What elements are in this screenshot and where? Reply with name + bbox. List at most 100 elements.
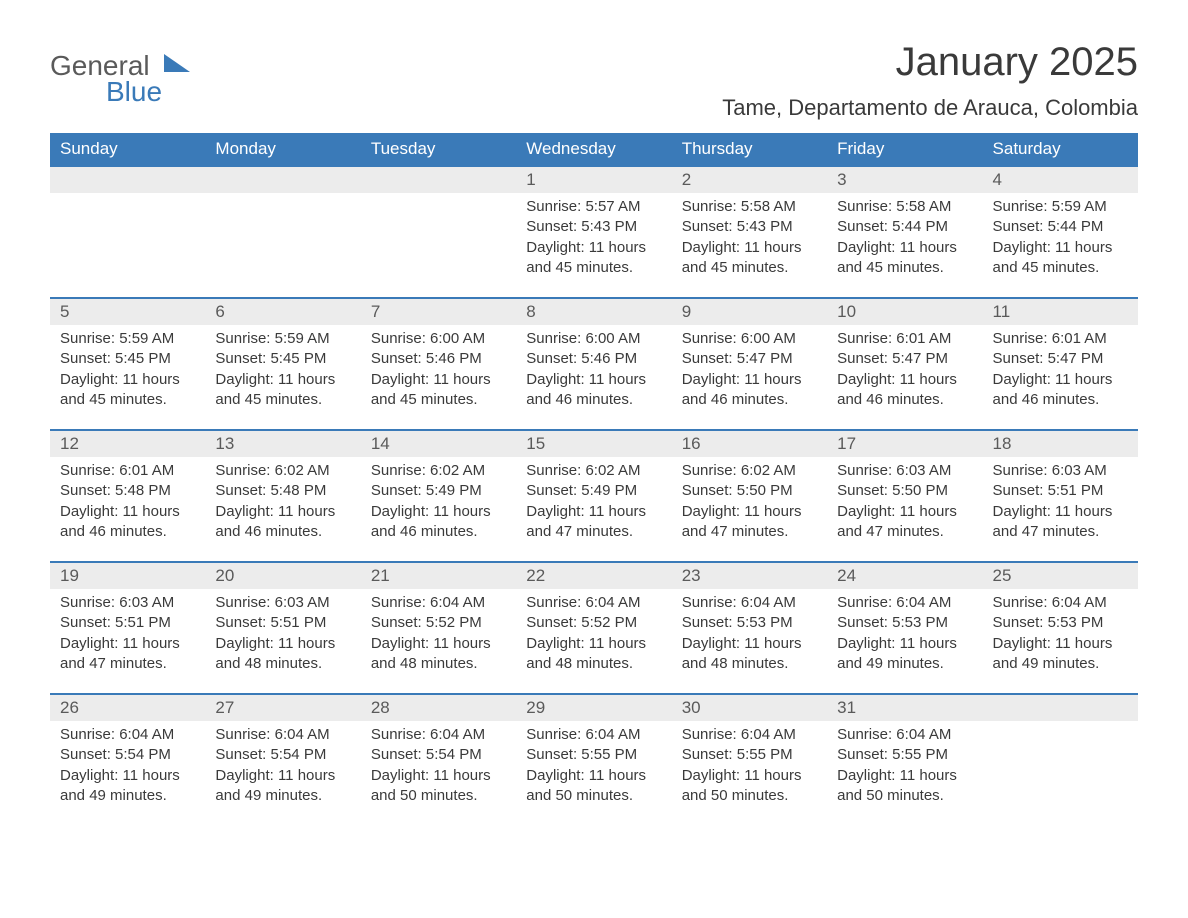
- day-number: 13: [205, 431, 360, 457]
- header: General Blue January 2025 Tame, Departam…: [50, 40, 1138, 121]
- sunset-line: Sunset: 5:52 PM: [371, 613, 506, 633]
- day-details: Sunrise: 6:04 AMSunset: 5:54 PMDaylight:…: [361, 721, 516, 814]
- sunset-line: Sunset: 5:55 PM: [682, 745, 817, 765]
- calendar-day-cell: [50, 166, 205, 298]
- calendar-day-cell: [361, 166, 516, 298]
- sunset-line: Sunset: 5:53 PM: [682, 613, 817, 633]
- sunrise-line: Sunrise: 6:01 AM: [837, 329, 972, 349]
- day-details: Sunrise: 6:04 AMSunset: 5:54 PMDaylight:…: [50, 721, 205, 814]
- sunrise-line: Sunrise: 6:04 AM: [371, 593, 506, 613]
- calendar-day-cell: 26Sunrise: 6:04 AMSunset: 5:54 PMDayligh…: [50, 694, 205, 826]
- sunset-line: Sunset: 5:52 PM: [526, 613, 661, 633]
- daylight-line: Daylight: 11 hours and 48 minutes.: [526, 634, 661, 675]
- daylight-line: Daylight: 11 hours and 45 minutes.: [60, 370, 195, 411]
- sunrise-line: Sunrise: 6:04 AM: [60, 725, 195, 745]
- weekday-header: Saturday: [983, 133, 1138, 166]
- daylight-line: Daylight: 11 hours and 49 minutes.: [60, 766, 195, 807]
- day-number: 29: [516, 695, 671, 721]
- calendar-day-cell: [983, 694, 1138, 826]
- sunset-line: Sunset: 5:48 PM: [60, 481, 195, 501]
- sunset-line: Sunset: 5:55 PM: [837, 745, 972, 765]
- daylight-line: Daylight: 11 hours and 50 minutes.: [371, 766, 506, 807]
- sunrise-line: Sunrise: 6:02 AM: [371, 461, 506, 481]
- sunrise-line: Sunrise: 6:01 AM: [60, 461, 195, 481]
- daylight-line: Daylight: 11 hours and 46 minutes.: [993, 370, 1128, 411]
- sunrise-line: Sunrise: 6:04 AM: [682, 725, 817, 745]
- day-number: 24: [827, 563, 982, 589]
- sunrise-line: Sunrise: 5:59 AM: [215, 329, 350, 349]
- day-details: Sunrise: 6:03 AMSunset: 5:51 PMDaylight:…: [50, 589, 205, 682]
- calendar-week-row: 26Sunrise: 6:04 AMSunset: 5:54 PMDayligh…: [50, 694, 1138, 826]
- calendar-day-cell: 24Sunrise: 6:04 AMSunset: 5:53 PMDayligh…: [827, 562, 982, 694]
- calendar-day-cell: 29Sunrise: 6:04 AMSunset: 5:55 PMDayligh…: [516, 694, 671, 826]
- calendar-day-cell: 8Sunrise: 6:00 AMSunset: 5:46 PMDaylight…: [516, 298, 671, 430]
- day-details: Sunrise: 6:03 AMSunset: 5:50 PMDaylight:…: [827, 457, 982, 550]
- day-details: Sunrise: 6:04 AMSunset: 5:54 PMDaylight:…: [205, 721, 360, 814]
- daylight-line: Daylight: 11 hours and 47 minutes.: [682, 502, 817, 543]
- sunrise-line: Sunrise: 6:04 AM: [837, 725, 972, 745]
- day-number: 15: [516, 431, 671, 457]
- day-details: [983, 721, 1138, 733]
- sunrise-line: Sunrise: 6:04 AM: [215, 725, 350, 745]
- sunset-line: Sunset: 5:50 PM: [837, 481, 972, 501]
- weekday-header: Monday: [205, 133, 360, 166]
- calendar-week-row: 12Sunrise: 6:01 AMSunset: 5:48 PMDayligh…: [50, 430, 1138, 562]
- day-number: 23: [672, 563, 827, 589]
- day-number: 31: [827, 695, 982, 721]
- calendar-day-cell: 16Sunrise: 6:02 AMSunset: 5:50 PMDayligh…: [672, 430, 827, 562]
- day-number: [205, 167, 360, 193]
- calendar-day-cell: 9Sunrise: 6:00 AMSunset: 5:47 PMDaylight…: [672, 298, 827, 430]
- day-number: 12: [50, 431, 205, 457]
- calendar-week-row: 5Sunrise: 5:59 AMSunset: 5:45 PMDaylight…: [50, 298, 1138, 430]
- day-details: Sunrise: 5:58 AMSunset: 5:44 PMDaylight:…: [827, 193, 982, 286]
- sunrise-line: Sunrise: 6:04 AM: [526, 725, 661, 745]
- sunrise-line: Sunrise: 6:00 AM: [682, 329, 817, 349]
- day-number: 21: [361, 563, 516, 589]
- day-details: Sunrise: 6:02 AMSunset: 5:49 PMDaylight:…: [361, 457, 516, 550]
- day-details: Sunrise: 6:00 AMSunset: 5:46 PMDaylight:…: [516, 325, 671, 418]
- day-number: 9: [672, 299, 827, 325]
- sunset-line: Sunset: 5:44 PM: [993, 217, 1128, 237]
- day-number: 19: [50, 563, 205, 589]
- calendar-day-cell: 23Sunrise: 6:04 AMSunset: 5:53 PMDayligh…: [672, 562, 827, 694]
- calendar-day-cell: 10Sunrise: 6:01 AMSunset: 5:47 PMDayligh…: [827, 298, 982, 430]
- calendar-table: SundayMondayTuesdayWednesdayThursdayFrid…: [50, 133, 1138, 826]
- daylight-line: Daylight: 11 hours and 49 minutes.: [993, 634, 1128, 675]
- sunset-line: Sunset: 5:48 PM: [215, 481, 350, 501]
- calendar-day-cell: 15Sunrise: 6:02 AMSunset: 5:49 PMDayligh…: [516, 430, 671, 562]
- day-number: 4: [983, 167, 1138, 193]
- sunrise-line: Sunrise: 6:04 AM: [371, 725, 506, 745]
- sunset-line: Sunset: 5:43 PM: [526, 217, 661, 237]
- daylight-line: Daylight: 11 hours and 49 minutes.: [837, 634, 972, 675]
- calendar-day-cell: 6Sunrise: 5:59 AMSunset: 5:45 PMDaylight…: [205, 298, 360, 430]
- sunrise-line: Sunrise: 5:57 AM: [526, 197, 661, 217]
- day-details: Sunrise: 6:02 AMSunset: 5:50 PMDaylight:…: [672, 457, 827, 550]
- sunrise-line: Sunrise: 6:03 AM: [60, 593, 195, 613]
- day-number: 7: [361, 299, 516, 325]
- day-details: Sunrise: 6:04 AMSunset: 5:55 PMDaylight:…: [516, 721, 671, 814]
- calendar-day-cell: 11Sunrise: 6:01 AMSunset: 5:47 PMDayligh…: [983, 298, 1138, 430]
- calendar-day-cell: 31 Sunrise: 6:04 AMSunset: 5:55 PMDayligh…: [827, 694, 982, 826]
- daylight-line: Daylight: 11 hours and 47 minutes.: [526, 502, 661, 543]
- calendar-day-cell: 4Sunrise: 5:59 AMSunset: 5:44 PMDaylight…: [983, 166, 1138, 298]
- daylight-line: Daylight: 11 hours and 47 minutes.: [60, 634, 195, 675]
- sunset-line: Sunset: 5:51 PM: [60, 613, 195, 633]
- calendar-day-cell: 17Sunrise: 6:03 AMSunset: 5:50 PMDayligh…: [827, 430, 982, 562]
- sunset-line: Sunset: 5:51 PM: [215, 613, 350, 633]
- day-details: Sunrise: 6:04 AMSunset: 5:55 PMDaylight:…: [672, 721, 827, 814]
- sunset-line: Sunset: 5:54 PM: [371, 745, 506, 765]
- day-details: Sunrise: 5:57 AMSunset: 5:43 PMDaylight:…: [516, 193, 671, 286]
- day-number: [983, 695, 1138, 721]
- sunset-line: Sunset: 5:54 PM: [60, 745, 195, 765]
- sunrise-line: Sunrise: 6:00 AM: [526, 329, 661, 349]
- calendar-week-row: 1Sunrise: 5:57 AMSunset: 5:43 PMDaylight…: [50, 166, 1138, 298]
- day-details: Sunrise: 5:59 AMSunset: 5:45 PMDaylight:…: [205, 325, 360, 418]
- day-number: 11: [983, 299, 1138, 325]
- day-details: [205, 193, 360, 205]
- daylight-line: Daylight: 11 hours and 50 minutes.: [837, 766, 972, 807]
- calendar-day-cell: 25Sunrise: 6:04 AMSunset: 5:53 PMDayligh…: [983, 562, 1138, 694]
- daylight-line: Daylight: 11 hours and 46 minutes.: [526, 370, 661, 411]
- sunset-line: Sunset: 5:53 PM: [837, 613, 972, 633]
- sunrise-line: Sunrise: 6:00 AM: [371, 329, 506, 349]
- calendar-day-cell: 19Sunrise: 6:03 AMSunset: 5:51 PMDayligh…: [50, 562, 205, 694]
